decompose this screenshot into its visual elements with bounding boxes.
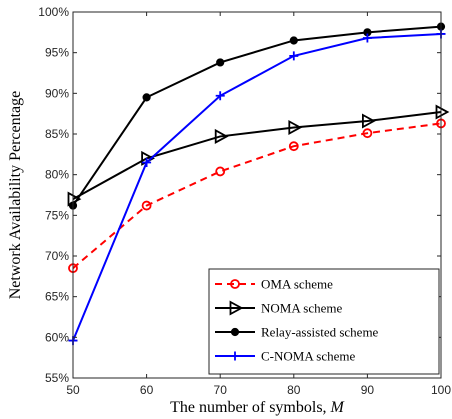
legend-label: NOMA scheme <box>261 301 342 316</box>
series-0 <box>68 118 446 274</box>
legend-label: OMA scheme <box>261 277 333 292</box>
x-tick-label: 100 <box>431 383 451 397</box>
legend-label: Relay-assisted scheme <box>261 325 379 340</box>
data-point <box>216 58 225 67</box>
y-tick-label: 55% <box>45 371 69 385</box>
y-tick-label: 85% <box>45 127 69 141</box>
y-tick-label: 70% <box>45 249 69 263</box>
x-tick-label: 50 <box>66 383 80 397</box>
data-point <box>435 104 450 120</box>
series-1 <box>67 104 450 207</box>
legend-entry: OMA scheme <box>215 277 333 292</box>
legend-entry: Relay-assisted scheme <box>215 325 379 340</box>
data-point <box>361 113 376 129</box>
data-point <box>289 36 298 45</box>
data-point <box>214 128 229 144</box>
data-point <box>362 128 373 139</box>
axis-ticks: 50 60 70 80 90 100 55% 60% 65% 70% 75% 80% 85% 90% 95%… <box>38 5 451 397</box>
x-axis-title: The number of symbols, M <box>170 399 345 416</box>
y-tick-label: 95% <box>45 46 69 60</box>
y-tick-label: 90% <box>45 86 69 100</box>
x-tick-label: 90 <box>361 383 375 397</box>
y-tick-label: 60% <box>45 330 69 344</box>
data-point <box>215 91 225 101</box>
series-line <box>72 25 442 207</box>
x-tick-label: 60 <box>140 383 154 397</box>
data-point <box>215 166 226 177</box>
plot-marks <box>67 22 450 346</box>
data-point <box>288 141 299 152</box>
legend-label: C-NOMA scheme <box>261 349 355 364</box>
data-point <box>362 33 372 43</box>
series-2 <box>68 22 446 210</box>
legend: OMA scheme NOMA scheme Relay-assisted sche… <box>208 268 440 375</box>
legend-marker <box>230 279 240 289</box>
data-point <box>142 93 151 102</box>
y-tick-label: 80% <box>45 168 69 182</box>
plot-frame <box>72 11 442 379</box>
y-tick-label: 100% <box>38 5 69 19</box>
legend-marker <box>229 300 244 316</box>
series-line <box>72 122 442 269</box>
y-tick-label: 65% <box>45 290 69 304</box>
data-point <box>142 157 152 167</box>
legend-entry: C-NOMA scheme <box>215 349 355 364</box>
legend-marker <box>230 351 240 361</box>
data-point <box>289 51 299 61</box>
y-axis-title: Network Availability Percentage <box>7 91 24 300</box>
x-tick-label: 70 <box>214 383 228 397</box>
series-line <box>72 111 442 200</box>
y-tick-label: 75% <box>45 208 69 222</box>
legend-marker <box>230 327 240 337</box>
series-line <box>72 32 442 341</box>
legend-entry: NOMA scheme <box>215 300 342 316</box>
data-point <box>288 119 303 136</box>
x-tick-label: 80 <box>287 383 301 397</box>
data-point <box>141 200 152 211</box>
